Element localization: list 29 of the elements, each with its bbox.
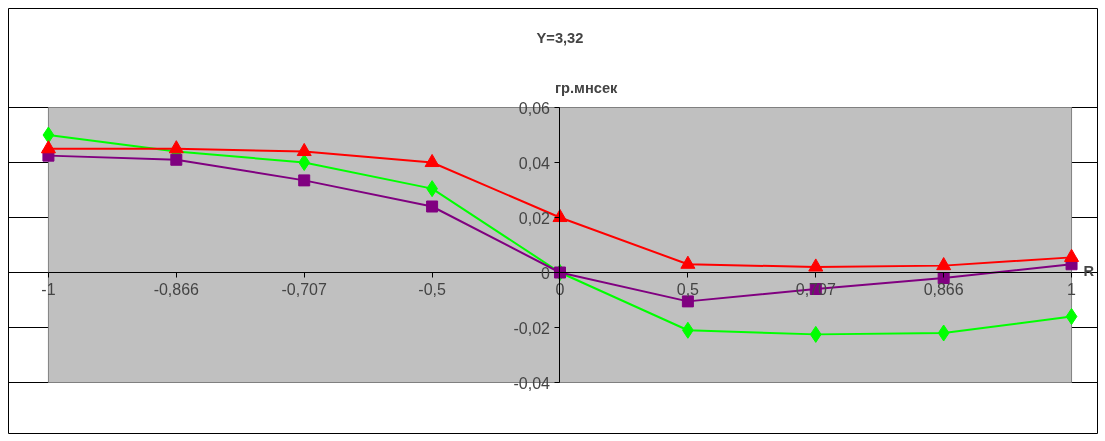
- point: [170, 153, 183, 166]
- point: [937, 324, 950, 342]
- x-tick-label: 1: [1067, 280, 1077, 298]
- y-tick-label: 0,02: [518, 209, 551, 227]
- point: [1064, 248, 1080, 262]
- point: [42, 126, 55, 144]
- chart-title: Y=3,32: [536, 29, 584, 46]
- x-tick-label: 0,866: [923, 280, 964, 298]
- x-tick-label: -0,707: [281, 280, 327, 298]
- point: [424, 153, 440, 168]
- point: [298, 174, 311, 187]
- point: [680, 255, 696, 269]
- point: [426, 200, 439, 213]
- point: [809, 325, 822, 343]
- y-tick-label: -0,02: [513, 319, 551, 337]
- x-tick-label: -0,5: [418, 280, 446, 298]
- x-tick-label: -0,866: [153, 280, 200, 298]
- point: [808, 258, 824, 272]
- y-tick-label: 0,06: [518, 99, 551, 117]
- y-axis-title: гр.мнсек: [554, 79, 619, 96]
- x-tick-label: -1: [41, 280, 56, 298]
- point: [168, 140, 184, 154]
- point: [40, 140, 56, 154]
- point: [298, 154, 311, 171]
- x-tick-label: 0,5: [676, 280, 700, 298]
- point: [936, 257, 952, 271]
- point: [296, 142, 312, 157]
- point: [1065, 308, 1078, 325]
- y-tick-label: 0,04: [518, 154, 551, 172]
